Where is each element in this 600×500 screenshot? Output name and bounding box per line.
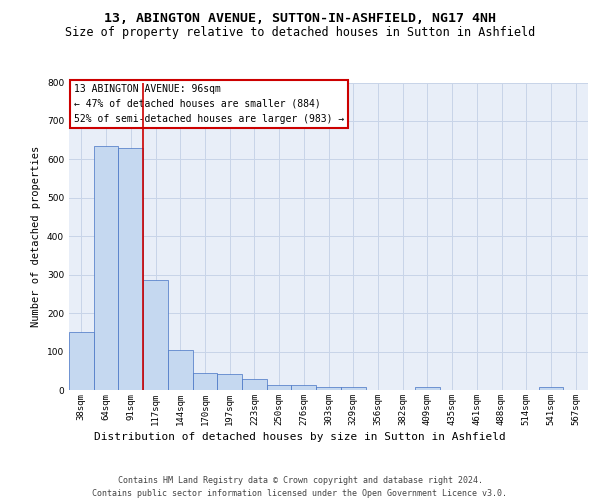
Bar [341, 387, 365, 390]
Text: 13, ABINGTON AVENUE, SUTTON-IN-ASHFIELD, NG17 4NH: 13, ABINGTON AVENUE, SUTTON-IN-ASHFIELD,… [104, 12, 496, 26]
Bar [292, 386, 316, 390]
Bar [316, 387, 341, 390]
Text: Contains HM Land Registry data © Crown copyright and database right 2024.: Contains HM Land Registry data © Crown c… [118, 476, 482, 485]
Bar [94, 146, 118, 390]
Bar [217, 374, 242, 390]
Bar [69, 332, 94, 390]
Y-axis label: Number of detached properties: Number of detached properties [31, 146, 41, 327]
Bar [168, 350, 193, 390]
Text: Distribution of detached houses by size in Sutton in Ashfield: Distribution of detached houses by size … [94, 432, 506, 442]
Bar [415, 387, 440, 390]
Bar [242, 379, 267, 390]
Bar [267, 386, 292, 390]
Text: 13 ABINGTON AVENUE: 96sqm
← 47% of detached houses are smaller (884)
52% of semi: 13 ABINGTON AVENUE: 96sqm ← 47% of detac… [74, 84, 344, 124]
Bar [118, 148, 143, 390]
Text: Contains public sector information licensed under the Open Government Licence v3: Contains public sector information licen… [92, 489, 508, 498]
Text: Size of property relative to detached houses in Sutton in Ashfield: Size of property relative to detached ho… [65, 26, 535, 39]
Bar [193, 372, 217, 390]
Bar [143, 280, 168, 390]
Bar [539, 387, 563, 390]
